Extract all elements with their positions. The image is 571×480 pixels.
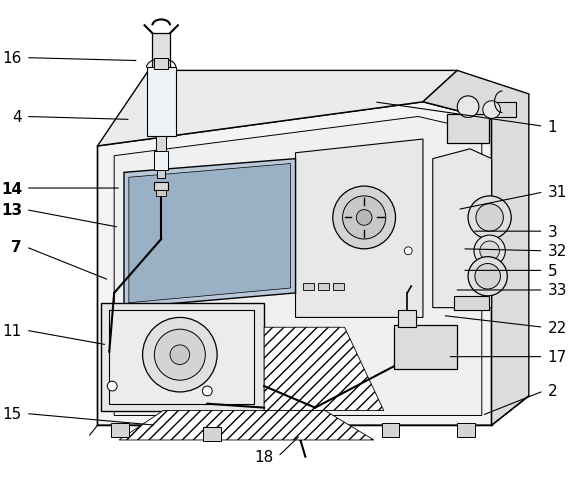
Circle shape xyxy=(107,382,117,391)
Bar xyxy=(154,152,168,171)
Text: 22: 22 xyxy=(548,320,567,335)
Polygon shape xyxy=(102,303,264,411)
Text: 15: 15 xyxy=(3,406,22,421)
Circle shape xyxy=(202,386,212,396)
Polygon shape xyxy=(98,71,457,146)
Circle shape xyxy=(480,241,500,261)
Bar xyxy=(318,284,329,290)
Bar xyxy=(203,427,221,441)
Bar xyxy=(333,284,344,290)
Bar xyxy=(147,68,176,137)
Text: 3: 3 xyxy=(548,224,557,239)
Bar xyxy=(111,423,129,437)
Circle shape xyxy=(356,210,372,226)
Bar xyxy=(154,183,168,191)
Circle shape xyxy=(170,345,190,365)
Text: 16: 16 xyxy=(3,51,22,66)
Circle shape xyxy=(343,196,386,240)
Polygon shape xyxy=(264,327,384,411)
Bar xyxy=(152,34,170,68)
Circle shape xyxy=(476,204,504,232)
Bar xyxy=(399,310,416,327)
Text: 13: 13 xyxy=(1,203,22,217)
Text: 17: 17 xyxy=(548,349,567,364)
Circle shape xyxy=(468,196,511,240)
Bar xyxy=(448,114,489,144)
Circle shape xyxy=(457,96,479,118)
Bar xyxy=(156,137,166,152)
Bar xyxy=(457,423,475,437)
Polygon shape xyxy=(423,71,529,425)
Circle shape xyxy=(482,102,500,119)
Polygon shape xyxy=(98,103,492,425)
Text: 33: 33 xyxy=(548,283,567,298)
Bar xyxy=(489,103,516,118)
Text: 31: 31 xyxy=(548,185,567,200)
Text: 4: 4 xyxy=(13,110,22,125)
Bar xyxy=(303,284,314,290)
Bar xyxy=(154,59,168,70)
Circle shape xyxy=(333,187,396,249)
Polygon shape xyxy=(109,310,254,404)
Circle shape xyxy=(154,329,206,380)
Text: 1: 1 xyxy=(548,120,557,134)
Polygon shape xyxy=(296,140,423,318)
Circle shape xyxy=(143,318,217,392)
Circle shape xyxy=(468,257,507,296)
Bar xyxy=(156,191,166,196)
Bar xyxy=(455,296,489,310)
Text: 2: 2 xyxy=(548,384,557,398)
Circle shape xyxy=(474,236,505,267)
Text: 11: 11 xyxy=(3,323,22,338)
Bar xyxy=(393,325,457,370)
Text: 7: 7 xyxy=(11,240,22,255)
Polygon shape xyxy=(433,149,492,308)
Circle shape xyxy=(404,247,412,255)
Bar xyxy=(382,423,400,437)
Text: 5: 5 xyxy=(548,264,557,278)
Polygon shape xyxy=(114,117,482,416)
Polygon shape xyxy=(124,159,296,308)
Polygon shape xyxy=(119,411,374,440)
Circle shape xyxy=(475,264,500,289)
Text: 32: 32 xyxy=(548,244,567,259)
Polygon shape xyxy=(129,164,291,303)
Bar xyxy=(157,171,165,179)
Text: 14: 14 xyxy=(1,181,22,196)
Text: 18: 18 xyxy=(255,449,274,464)
